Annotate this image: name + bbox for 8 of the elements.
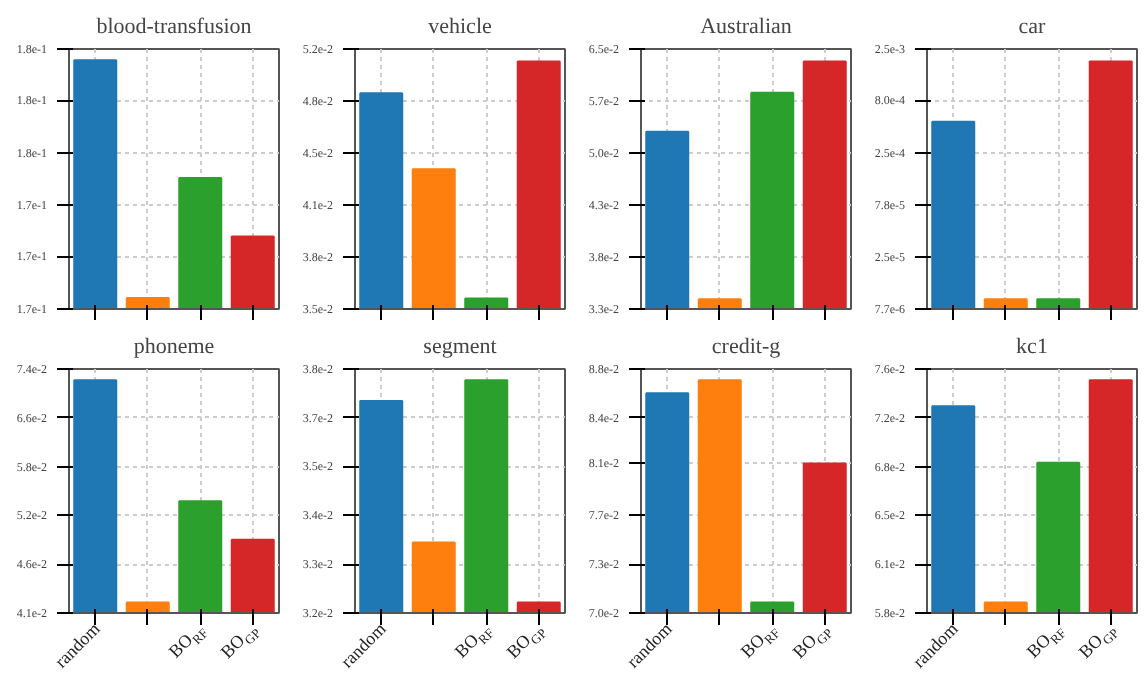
chart-title: Australian <box>700 15 793 39</box>
chart-title: car <box>1018 15 1047 39</box>
chart-title: blood-transfusion <box>96 15 253 39</box>
chart-title: phoneme <box>133 335 215 359</box>
chart-title: kc1 <box>1016 335 1048 359</box>
chart-title: segment <box>423 335 497 359</box>
chart-title: vehicle <box>428 15 492 39</box>
chart-title: credit-g <box>711 335 782 359</box>
